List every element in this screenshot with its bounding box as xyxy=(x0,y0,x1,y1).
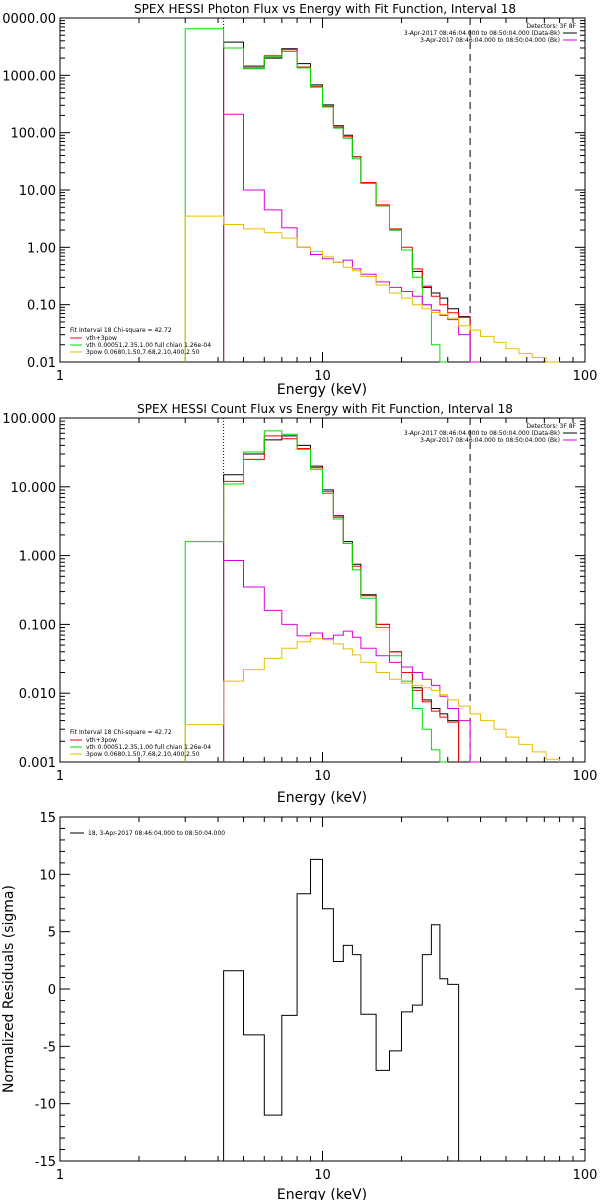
legend-vth: vth 0.00051,2.35,1.00 full chian 1.26e-0… xyxy=(86,342,211,349)
x-tick-labels: 1 10 100 xyxy=(56,769,598,784)
fit-chi-square: Fit Interval 18 Chi-square = 42.72 xyxy=(70,327,172,334)
y-tick-label: 0.010 xyxy=(19,687,56,702)
y-tick-label: 15 xyxy=(39,811,56,826)
x-tick-label: 1 xyxy=(56,369,64,384)
series-red-line xyxy=(223,47,471,362)
y-tick-label: -10 xyxy=(35,1098,56,1113)
legend-3pow: 3pow 0.0680,1.50,7.68,2.10,400,2.50 xyxy=(86,751,200,758)
plot-frame xyxy=(59,17,586,363)
y-tick-label: -5 xyxy=(43,1040,56,1055)
panel-title: SPEX HESSI Count Flux vs Energy with Fit… xyxy=(137,402,513,416)
legend-data-label: 3-Apr-2017 08:46:04.000 to 08:50:04.000 … xyxy=(404,430,560,437)
legend-bk-label: 3-Apr-2017 08:46:04.000 to 08:50:04.000 … xyxy=(420,437,560,444)
y-axis-label: Normalized Residuals (sigma) xyxy=(1,885,17,1093)
legend-data-label: 3-Apr-2017 08:46:04.000 to 08:50:04.000 … xyxy=(404,30,560,37)
axis-ticks xyxy=(59,816,585,1162)
axis-ticks xyxy=(59,418,585,763)
y-tick-label: 0000.00 xyxy=(2,12,56,27)
y-tick-label: 100.000 xyxy=(2,412,56,427)
legend-detectors: Detectors: 3F 8F xyxy=(526,423,576,430)
y-tick-label: 0.001 xyxy=(19,756,56,771)
legend-total-fit: vth+3pow xyxy=(86,737,117,744)
legend-total-fit: vth+3pow xyxy=(86,335,117,342)
residuals-panel: -15 -10 -5 0 5 10 15 1 10 100 Energy (keV) Norma… xyxy=(1,811,597,1200)
x-tick-label: 100 xyxy=(573,769,598,784)
x-tick-label: 10 xyxy=(314,1168,331,1183)
x-tick-label: 100 xyxy=(573,1168,598,1183)
legend-3pow: 3pow 0.0680,1.50,7.68,2.10,400,2.50 xyxy=(86,349,200,356)
y-tick-label: 10 xyxy=(39,868,56,883)
y-tick-label: 10.00 xyxy=(19,184,56,199)
series-magenta-line xyxy=(223,560,481,763)
axis-ticks xyxy=(59,18,585,363)
y-tick-labels: -15 -10 -5 0 5 10 15 xyxy=(35,811,56,1170)
legend-residual-interval: 18, 3-Apr-2017 08:46:04.000 to 08:50:04.… xyxy=(88,830,225,837)
data-series xyxy=(184,430,561,763)
series-yellow-line xyxy=(184,638,561,762)
y-tick-label: -15 xyxy=(35,1155,56,1170)
y-tick-label: 5 xyxy=(48,926,56,941)
legend-interval: 18, 3-Apr-2017 08:46:04.000 to 08:50:04.… xyxy=(70,830,225,837)
y-tick-label: 10.000 xyxy=(11,481,57,496)
series-red-line xyxy=(223,435,460,762)
series-green-line xyxy=(184,28,448,363)
legend-vth: vth 0.00051,2.35,1.00 full chian 1.26e-0… xyxy=(86,744,211,751)
y-tick-label: 0 xyxy=(48,983,56,998)
data-series xyxy=(223,858,460,1161)
y-tick-label: 1.000 xyxy=(19,550,56,565)
panel-title: SPEX HESSI Photon Flux vs Energy with Fi… xyxy=(134,2,516,16)
x-axis-label: Energy (keV) xyxy=(277,1187,367,1200)
legend-top-right: Detectors: 3F 8F 3-Apr-2017 08:46:04.000… xyxy=(404,423,577,444)
x-tick-labels: 1 10 100 xyxy=(56,1168,598,1183)
x-tick-label: 1 xyxy=(56,1168,64,1183)
series-black-line xyxy=(223,41,471,362)
y-tick-labels: 0.001 0.010 0.100 1.000 10.000 100.000 xyxy=(2,412,56,771)
legend-fit: Fit Interval 18 Chi-square = 42.72 vth+3… xyxy=(70,729,211,758)
legend-fit: Fit Interval 18 Chi-square = 42.72 vth+3… xyxy=(70,327,211,356)
x-tick-label: 100 xyxy=(573,369,598,384)
x-tick-label: 10 xyxy=(314,369,331,384)
legend-top-right: Detectors: 3F 8F 3-Apr-2017 08:46:04.000… xyxy=(404,23,577,44)
energy-band-markers xyxy=(223,418,471,762)
fit-chi-square: Fit Interval 18 Chi-square = 42.72 xyxy=(70,729,172,736)
legend-bk-label: 3-Apr-2017 08:46:04.000 to 08:50:04.000 … xyxy=(420,37,560,44)
x-tick-label: 10 xyxy=(314,769,331,784)
series-yellow-line xyxy=(184,215,560,363)
series-black-line xyxy=(223,435,460,762)
x-tick-labels: 1 10 100 xyxy=(56,369,598,384)
y-tick-label: 100.00 xyxy=(11,127,57,142)
y-tick-label: 1000.00 xyxy=(2,69,56,84)
y-tick-label: 1.00 xyxy=(27,241,56,256)
y-tick-label: 0.10 xyxy=(27,299,56,314)
data-series xyxy=(184,28,560,363)
x-axis-label: Energy (keV) xyxy=(277,790,367,806)
series-green-line xyxy=(184,430,448,763)
y-tick-label: 0.01 xyxy=(27,356,56,371)
y-tick-labels: 0.01 0.10 1.00 10.00 100.00 1000.00 0000.00 xyxy=(2,12,56,371)
y-tick-label: 0.100 xyxy=(19,618,56,633)
photon-flux-panel: SPEX HESSI Photon Flux vs Energy with Fi… xyxy=(2,2,597,398)
x-tick-label: 1 xyxy=(56,769,64,784)
count-flux-panel: SPEX HESSI Count Flux vs Energy with Fit… xyxy=(2,402,597,806)
legend-detectors: Detectors: 3F 8F xyxy=(526,23,576,30)
series-black-line xyxy=(223,858,460,1161)
x-axis-label: Energy (keV) xyxy=(277,382,367,398)
